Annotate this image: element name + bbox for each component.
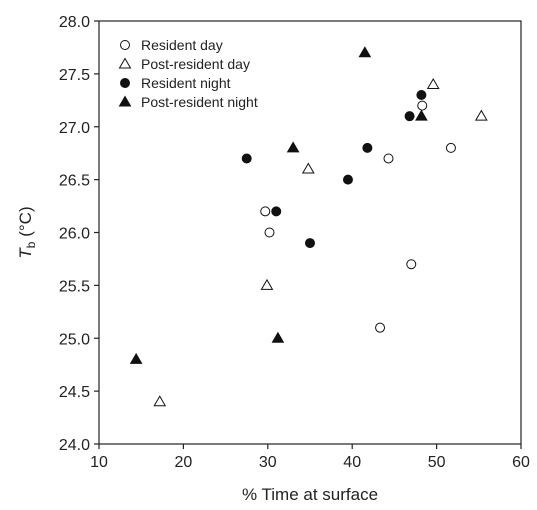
legend-item-post-resident-night: Post-resident night (118, 94, 258, 110)
x-tick-label: 10 (90, 454, 108, 471)
legend-marker-post-resident-day (118, 57, 132, 69)
y-tick-label: 25.0 (59, 331, 90, 348)
point-resident-day (445, 142, 456, 153)
x-tick-label: 30 (259, 454, 277, 471)
y-axis-title: Tb (°C) (16, 206, 38, 258)
point-post-resident-night (129, 352, 143, 364)
x-tick-label: 20 (175, 454, 193, 471)
point-post-resident-night (358, 46, 372, 58)
y-tick-label: 27.5 (59, 67, 90, 84)
y-tick-label: 26.0 (59, 226, 90, 243)
point-resident-day (375, 322, 386, 333)
x-tick-label: 60 (512, 454, 530, 471)
x-tick-label: 50 (428, 454, 446, 471)
y-axis-label-sub: b (24, 241, 38, 248)
point-resident-night (241, 153, 252, 164)
legend-marker-post-resident-night (118, 95, 132, 107)
y-axis-label-unit: (°C) (16, 206, 35, 241)
legend-marker-resident-night (120, 78, 130, 88)
x-tick-label: 40 (343, 454, 361, 471)
point-post-resident-night (271, 331, 285, 343)
point-post-resident-night (286, 141, 300, 153)
point-resident-night (342, 174, 353, 185)
y-tick-label: 28.0 (59, 14, 90, 31)
legend-label-post-resident-night: Post-resident night (141, 94, 258, 110)
legend-item-resident-night: Resident night (120, 75, 231, 91)
y-tick-label: 24.5 (59, 384, 90, 401)
point-resident-day (383, 153, 394, 164)
y-tick-label: 25.5 (59, 278, 90, 295)
svg-text:Tb (°C): Tb (°C) (16, 206, 38, 258)
point-resident-day (264, 227, 275, 238)
point-resident-night (305, 238, 315, 249)
point-post-resident-day (301, 162, 315, 174)
point-resident-night (416, 90, 427, 101)
legend: Resident day Post-resident day Resident … (118, 37, 258, 110)
legend-label-resident-night: Resident night (141, 75, 231, 91)
y-tick-label: 26.5 (59, 173, 90, 190)
axis-ticks: 10 20 30 40 50 60 24.0 24.5 25.0 25.5 26.0 26.5 27.0… (59, 14, 530, 471)
legend-label-post-resident-day: Post-resident day (141, 56, 250, 72)
point-post-resident-night (415, 109, 428, 121)
point-resident-night (404, 111, 415, 122)
legend-item-post-resident-day: Post-resident day (118, 56, 250, 72)
point-resident-day (260, 206, 271, 217)
point-resident-night (271, 206, 282, 217)
legend-marker-resident-day (120, 40, 130, 50)
data-points (129, 46, 488, 407)
y-tick-label: 27.0 (59, 120, 90, 137)
point-resident-day (417, 100, 428, 111)
point-post-resident-day (153, 395, 167, 407)
y-tick-label: 24.0 (59, 437, 90, 454)
point-post-resident-day (260, 278, 274, 290)
x-axis-label: % Time at surface (242, 485, 378, 504)
point-resident-night (362, 142, 373, 153)
y-axis-label-main: T (16, 247, 35, 259)
point-resident-day (406, 259, 417, 270)
legend-item-resident-day: Resident day (120, 37, 223, 53)
point-post-resident-day (426, 77, 440, 89)
legend-label-resident-day: Resident day (141, 37, 223, 53)
point-post-resident-day (474, 109, 488, 121)
